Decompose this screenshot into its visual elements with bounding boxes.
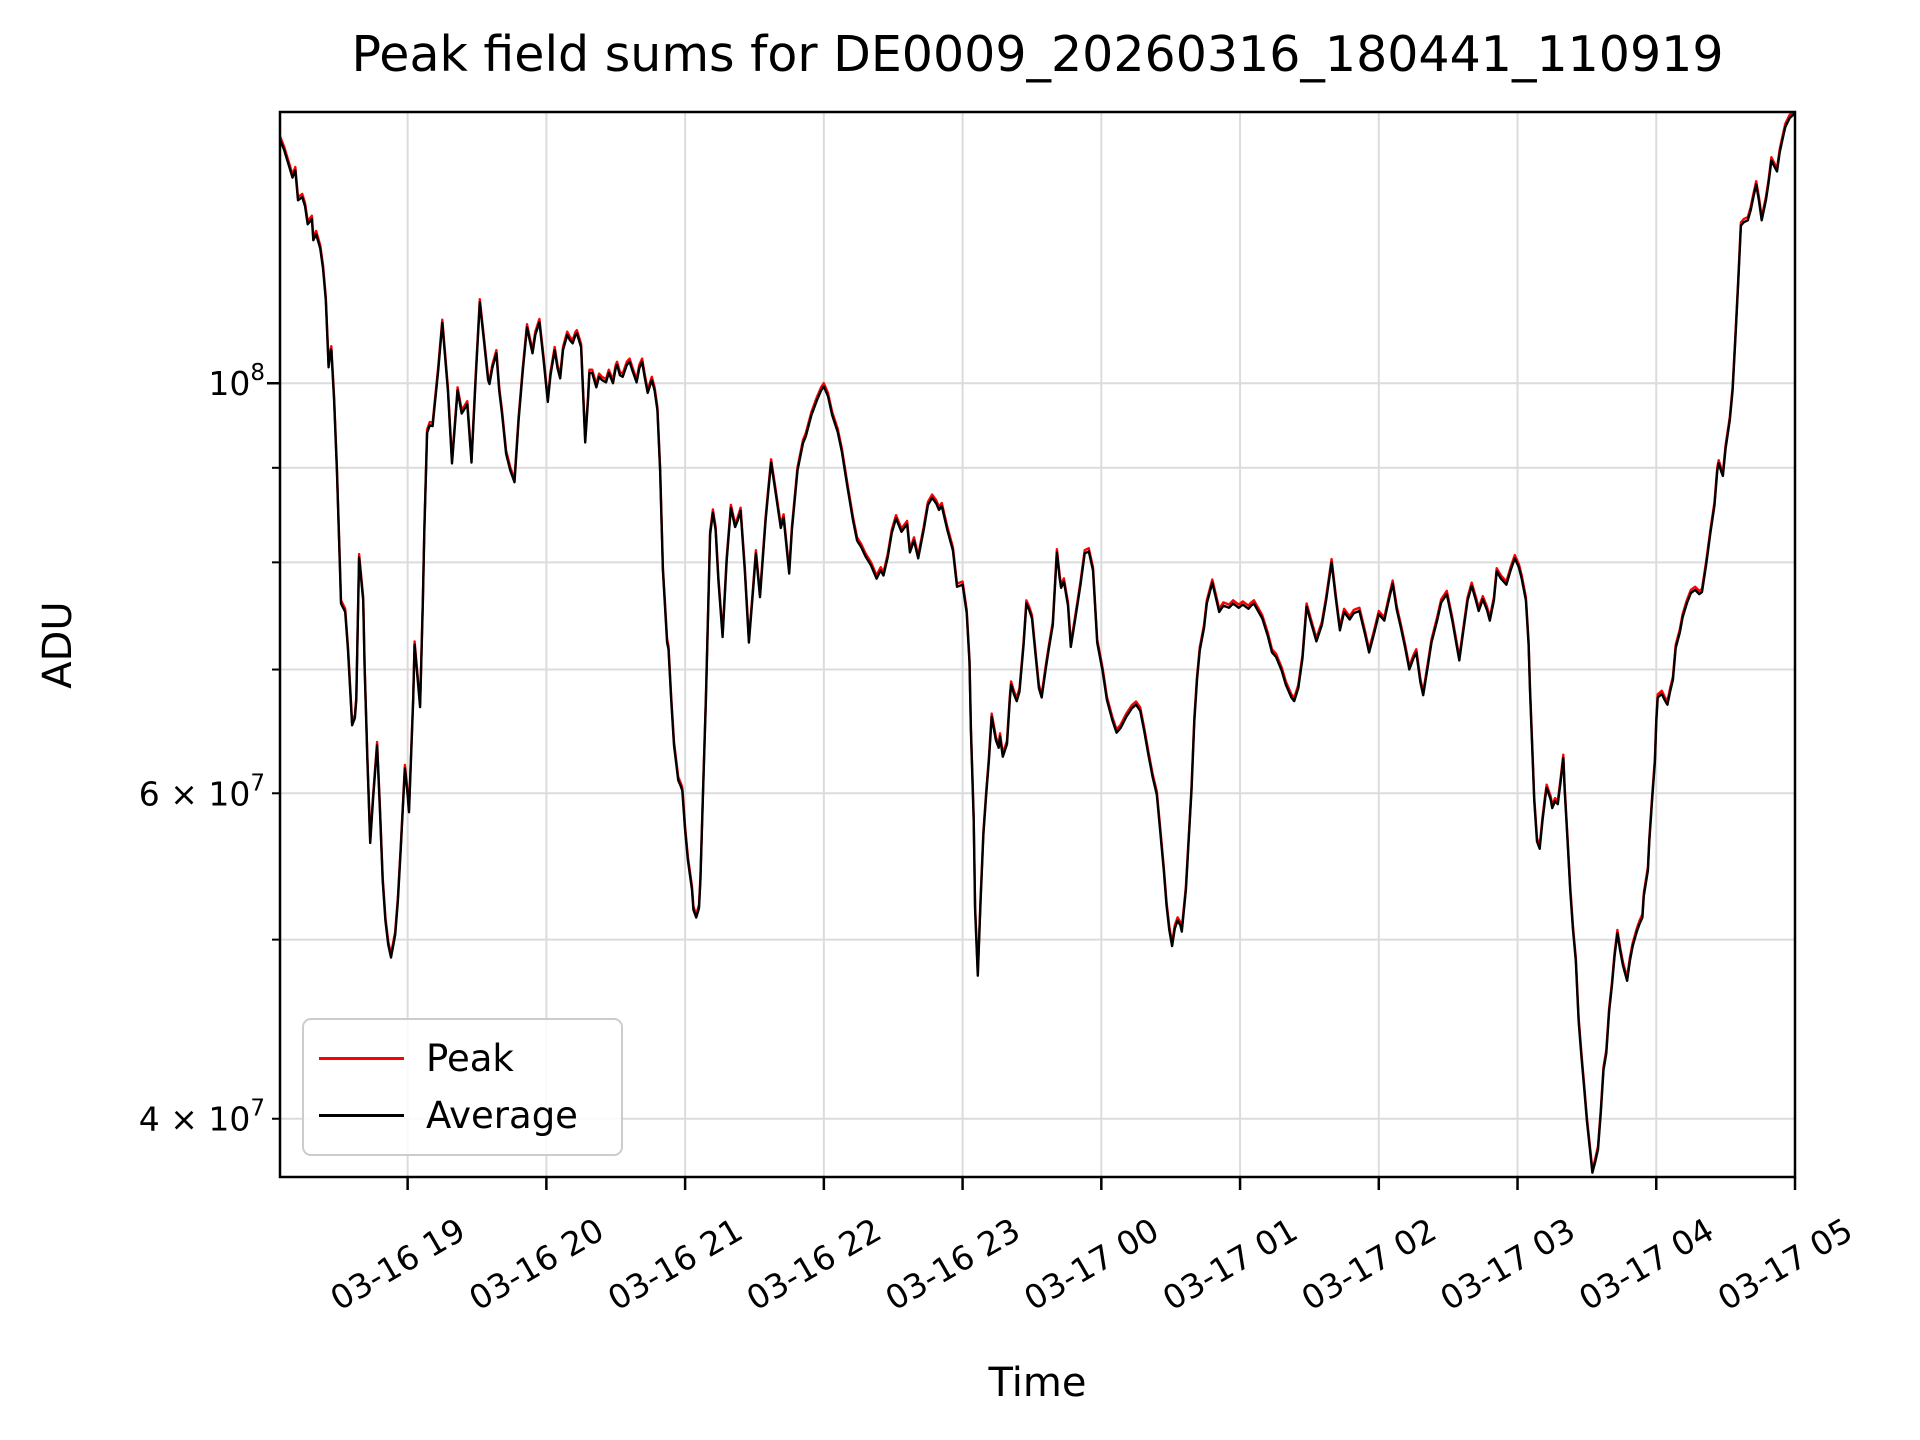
legend-line-average-icon (319, 1114, 404, 1117)
plot-frame (278, 110, 1797, 1179)
x-tick-label: 03-17 00 (1017, 1210, 1165, 1318)
x-tick-label: 03-16 21 (601, 1210, 749, 1318)
legend-item-peak: Peak (319, 1040, 621, 1077)
x-tick-label: 03-17 02 (1295, 1210, 1443, 1318)
legend: Peak Average (302, 1018, 623, 1156)
page-title: Peak field sums for DE0009_20260316_1804… (351, 26, 1724, 83)
x-tick-label: 03-16 23 (879, 1210, 1027, 1318)
x-tick-label: 03-17 04 (1572, 1210, 1720, 1318)
y-tick-label: 108 (208, 360, 265, 403)
legend-item-average: Average (319, 1097, 621, 1134)
series-average-line (280, 112, 1795, 1174)
x-tick-label: 03-17 03 (1434, 1210, 1582, 1318)
legend-line-peak-icon (319, 1057, 404, 1060)
x-tick-label: 03-16 19 (324, 1210, 472, 1318)
y-tick-label: 4 × 107 (139, 1096, 265, 1139)
series-peak-line (280, 112, 1795, 1171)
x-tick-label: 03-17 05 (1711, 1210, 1859, 1318)
x-tick-label: 03-16 22 (740, 1210, 888, 1318)
y-tick-label: 6 × 107 (139, 770, 265, 813)
legend-label-average: Average (426, 1094, 578, 1137)
x-axis-label: Time (988, 1360, 1087, 1406)
x-tick-label: 03-16 20 (462, 1210, 610, 1318)
x-tick-label: 03-17 01 (1156, 1210, 1304, 1318)
legend-label-peak: Peak (426, 1037, 514, 1080)
